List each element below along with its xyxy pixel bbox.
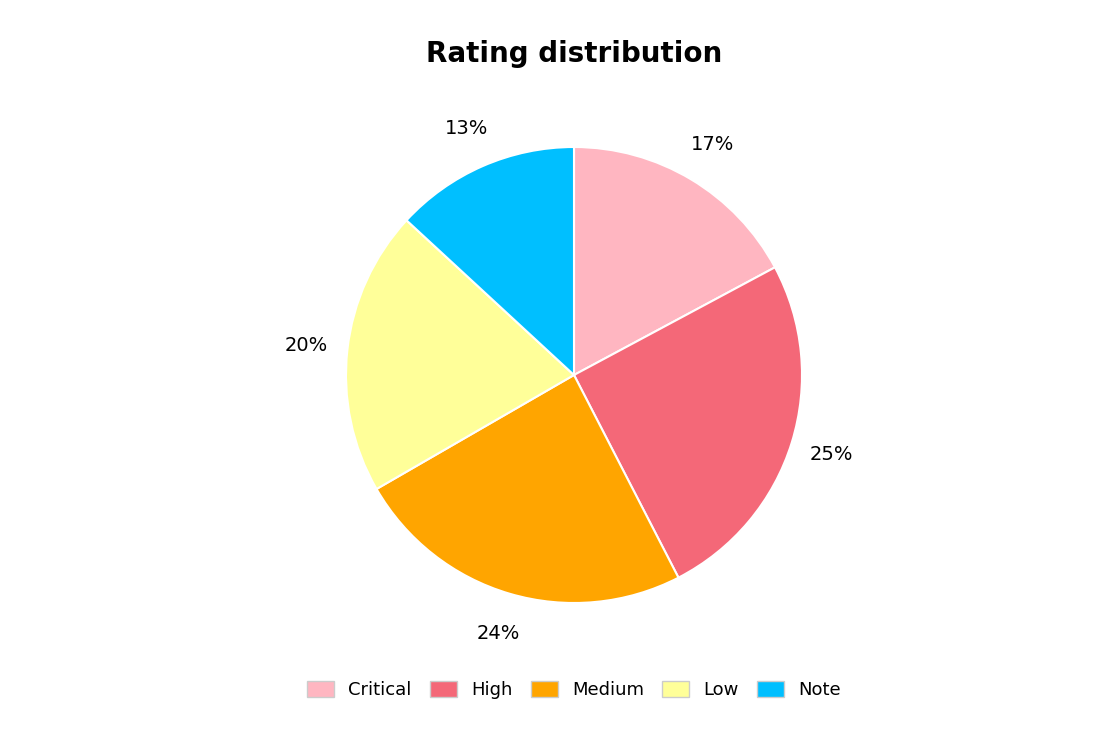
Text: 25%: 25% [809,446,852,464]
Wedge shape [407,147,575,375]
Wedge shape [573,147,775,375]
Legend: Critical, High, Medium, Low, Note: Critical, High, Medium, Low, Note [298,672,850,708]
Text: 24%: 24% [476,624,520,643]
Title: Rating distribution: Rating distribution [426,40,722,68]
Wedge shape [573,267,802,578]
Text: 17%: 17% [691,135,734,154]
Text: 13%: 13% [445,119,488,138]
Wedge shape [346,220,573,489]
Wedge shape [376,375,679,603]
Text: 20%: 20% [284,336,328,355]
